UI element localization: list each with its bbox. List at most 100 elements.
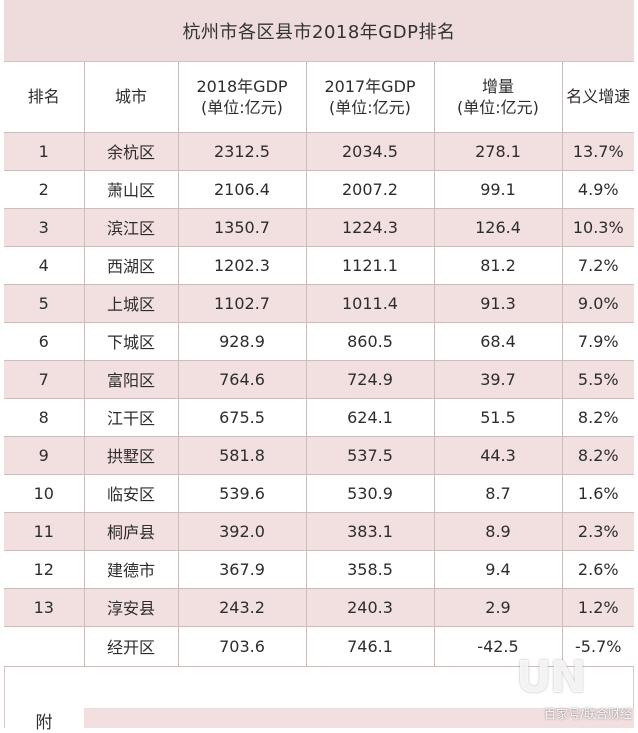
cell-rank: 8 (4, 398, 84, 436)
cell-gdp-2017: 1121.1 (306, 246, 434, 284)
cell-increase: 39.7 (434, 360, 562, 398)
header-gdp-2017: 2017年GDP(单位:亿元) (306, 62, 434, 132)
cell-gdp-2018: 581.8 (178, 436, 306, 474)
cell-gdp-2018: 539.6 (178, 474, 306, 512)
cell-growth: 1.2% (562, 588, 634, 626)
cell-increase: 68.4 (434, 322, 562, 360)
cell-rank: 9 (4, 436, 84, 474)
cell-gdp-2018: 1350.7 (178, 208, 306, 246)
cell-growth: 2.3% (562, 512, 634, 550)
cell-city: 下城区 (84, 322, 178, 360)
cell-rank: 10 (4, 474, 84, 512)
cell-city: 西湖区 (84, 246, 178, 284)
header-growth: 名义增速 (562, 62, 634, 132)
cell-gdp-2017: 1011.4 (306, 284, 434, 322)
header-increase: 增量(单位:亿元) (434, 62, 562, 132)
cell-gdp-2017: 383.1 (306, 512, 434, 550)
cell-rank: 1 (4, 132, 84, 170)
cell-city: 余杭区 (84, 132, 178, 170)
cell-gdp-2018: 1102.7 (178, 284, 306, 322)
cell-increase: 99.1 (434, 170, 562, 208)
header-city-line: 城市 (85, 86, 178, 107)
cell-growth: 2.6% (562, 550, 634, 588)
cell-rank: 13 (4, 588, 84, 626)
cell-gdp-2017: 746.1 (306, 626, 434, 666)
cell-city: 富阳区 (84, 360, 178, 398)
header-gdp-2017-line: 2017年GDP (307, 76, 434, 97)
cell-rank: 6 (4, 322, 84, 360)
cell-increase: 126.4 (434, 208, 562, 246)
header-gdp-2018: 2018年GDP(单位:亿元) (178, 62, 306, 132)
cell-gdp-2017: 537.5 (306, 436, 434, 474)
header-gdp-2018-line: 2018年GDP (179, 76, 306, 97)
cell-city: 滨江区 (84, 208, 178, 246)
cell-growth: 7.9% (562, 322, 634, 360)
cell-city: 江干区 (84, 398, 178, 436)
appendix-label: 附 (4, 706, 84, 730)
header-increase-line: 增量 (435, 76, 562, 97)
cell-city: 拱墅区 (84, 436, 178, 474)
cell-city: 建德市 (84, 550, 178, 588)
cell-gdp-2018: 2312.5 (178, 132, 306, 170)
cell-growth: 9.0% (562, 284, 634, 322)
cell-growth: 5.5% (562, 360, 634, 398)
cell-increase: 81.2 (434, 246, 562, 284)
cell-gdp-2017: 240.3 (306, 588, 434, 626)
cell-gdp-2017: 624.1 (306, 398, 434, 436)
cell-increase: 44.3 (434, 436, 562, 474)
cell-rank: 11 (4, 512, 84, 550)
cell-rank: 7 (4, 360, 84, 398)
cell-growth: 8.2% (562, 436, 634, 474)
cell-growth: 10.3% (562, 208, 634, 246)
cell-gdp-2017: 358.5 (306, 550, 434, 588)
cell-gdp-2017: 530.9 (306, 474, 434, 512)
cell-rank: 2 (4, 170, 84, 208)
cell-rank: 3 (4, 208, 84, 246)
cell-gdp-2018: 1202.3 (178, 246, 306, 284)
table-title: 杭州市各区县市2018年GDP排名 (4, 0, 634, 62)
header-rank-line: 排名 (4, 86, 84, 107)
cell-gdp-2017: 724.9 (306, 360, 434, 398)
header-city: 城市 (84, 62, 178, 132)
cell-gdp-2018: 2106.4 (178, 170, 306, 208)
cell-city: 桐庐县 (84, 512, 178, 550)
cell-rank: 4 (4, 246, 84, 284)
header-rank: 排名 (4, 62, 84, 132)
cell-growth: -5.7% (562, 626, 634, 666)
cell-increase: 8.7 (434, 474, 562, 512)
cell-increase: 91.3 (434, 284, 562, 322)
cell-increase: 51.5 (434, 398, 562, 436)
cell-growth: 7.2% (562, 246, 634, 284)
cell-increase: 278.1 (434, 132, 562, 170)
cell-rank (4, 626, 84, 666)
header-gdp-2017-line: (单位:亿元) (307, 97, 434, 118)
cell-gdp-2017: 860.5 (306, 322, 434, 360)
cell-growth: 13.7% (562, 132, 634, 170)
cell-gdp-2018: 243.2 (178, 588, 306, 626)
cell-rank: 12 (4, 550, 84, 588)
cell-gdp-2017: 2034.5 (306, 132, 434, 170)
header-gdp-2018-line: (单位:亿元) (179, 97, 306, 118)
cell-gdp-2018: 764.6 (178, 360, 306, 398)
cell-city: 淳安县 (84, 588, 178, 626)
cell-gdp-2018: 928.9 (178, 322, 306, 360)
cell-city: 经开区 (84, 626, 178, 666)
cell-growth: 4.9% (562, 170, 634, 208)
cell-gdp-2018: 392.0 (178, 512, 306, 550)
cell-growth: 1.6% (562, 474, 634, 512)
cell-increase: 2.9 (434, 588, 562, 626)
cell-growth: 8.2% (562, 398, 634, 436)
cell-increase: -42.5 (434, 626, 562, 666)
